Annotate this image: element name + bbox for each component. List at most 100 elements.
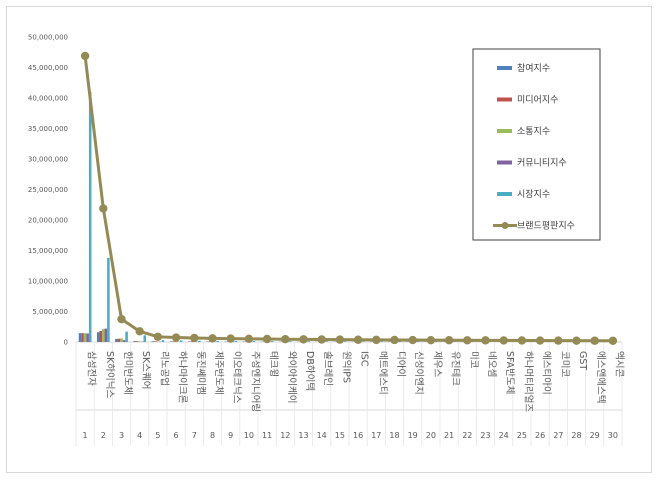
bar-1-4 [133,341,136,342]
bar-3-1 [83,333,87,342]
bar-3-4 [138,341,141,342]
rank-label: 27 [553,431,563,440]
bar-5-16 [361,341,365,342]
line-point-11 [262,334,272,344]
bar-3-3 [120,338,123,342]
rank-label: 16 [353,431,363,440]
bar-1-2 [96,332,100,342]
rank-label: 7 [192,431,197,440]
rank-label: 21 [444,431,454,440]
bar-3-2 [102,329,105,342]
category-label: 리노공업 [158,351,170,386]
rank-label: 15 [335,431,345,440]
line-point-10 [244,334,254,344]
category-label: 삼성전자 [86,351,97,386]
bar-5-14 [325,341,329,342]
category-label: 주성엔지니어링 [249,351,261,412]
rank-label: 29 [590,431,600,440]
line-point-17 [372,335,381,345]
bar-2-6 [172,341,175,342]
bar-5-17 [380,341,383,342]
rank-label: 11 [262,431,272,440]
category-label: SFA반도체 [504,351,515,394]
rank-label: 2 [101,431,106,440]
category-label: 코미코 [559,351,570,377]
bar-4-1 [86,333,89,342]
rank-label: 4 [137,431,142,440]
category-label: 동진쎄미켐 [195,351,207,395]
y-tick-label: 20,000,000 [28,217,68,225]
rank-label: 12 [280,431,290,440]
line-point-28 [572,336,581,345]
category-label: 하나머티리얼즈 [522,351,534,412]
legend-swatch-marker [501,222,509,229]
category-label: 에스앤에스텍 [595,351,606,403]
rank-label: 17 [371,431,381,440]
y-tick-label: 45,000,000 [28,64,68,72]
bar-5-5 [161,340,165,342]
bar-3-5 [156,341,160,342]
rank-label: 6 [174,431,179,440]
category-label: SK스퀘어 [140,351,151,389]
bar-2-5 [154,341,157,342]
rank-label: 26 [535,431,545,440]
category-label: 와이아이케이 [286,351,298,403]
category-label: 에스티아이 [541,351,552,395]
category-label: SK하이닉스 [104,351,116,398]
y-tick-label: 50,000,000 [28,34,68,42]
bar-2-3 [117,338,121,342]
bar-5-13 [307,341,310,342]
bar-5-9 [234,340,238,342]
bar-5-11 [270,341,274,342]
legend-swatch [497,192,512,196]
y-tick-label: 5,000,000 [32,308,68,316]
category-label: 유진테크 [450,351,461,386]
line-point-16 [353,335,363,344]
rank-label: 28 [571,431,581,440]
bar-5-4 [143,335,147,342]
line-point-15 [335,335,345,344]
legend-label: 브랜드평판지수 [517,221,575,232]
category-label: 제주반도체 [213,351,224,395]
bar-5-12 [289,341,292,342]
category-label: 미코 [468,351,479,369]
y-tick-label: 10,000,000 [28,278,68,286]
line-point-18 [390,335,399,345]
rank-label: 25 [517,431,527,440]
line-point-13 [299,335,308,344]
legend-swatch [497,97,512,102]
bar-2-4 [135,341,139,342]
line-point-24 [499,336,508,345]
bar-4-2 [104,328,108,342]
line-point-19 [408,335,417,345]
bar-2-7 [190,341,194,342]
category-label: 이오테크닉스 [231,351,242,404]
line-point-4 [135,327,144,336]
line-point-25 [517,336,527,345]
bar-4-3 [122,340,126,342]
bar-5-1 [88,91,92,343]
bar-5-6 [179,340,183,342]
line-point-1 [80,51,90,61]
category-label: 신성이엔지 [413,351,424,395]
category-label: 한미반도체 [122,351,133,395]
line-point-14 [317,335,326,344]
legend-box [472,48,601,241]
legend-swatch [497,129,512,133]
legend-label: 참여지수 [517,62,550,74]
bar-5-19 [416,341,420,342]
y-tick-label: 30,000,000 [28,156,68,164]
category-label: 솔브레인 [322,351,333,386]
rank-label: 20 [426,431,436,440]
bar-5-3 [125,331,128,342]
category-label: 원익IPS [340,351,352,383]
line-point-29 [590,336,599,345]
line-point-20 [426,335,436,345]
y-tick-label: 0 [64,339,68,347]
line-point-3 [117,314,126,324]
line-point-8 [208,334,217,343]
category-label: 메트에스티 [377,351,388,395]
legend-label: 미디어지수 [517,95,558,106]
line-point-12 [281,334,290,344]
